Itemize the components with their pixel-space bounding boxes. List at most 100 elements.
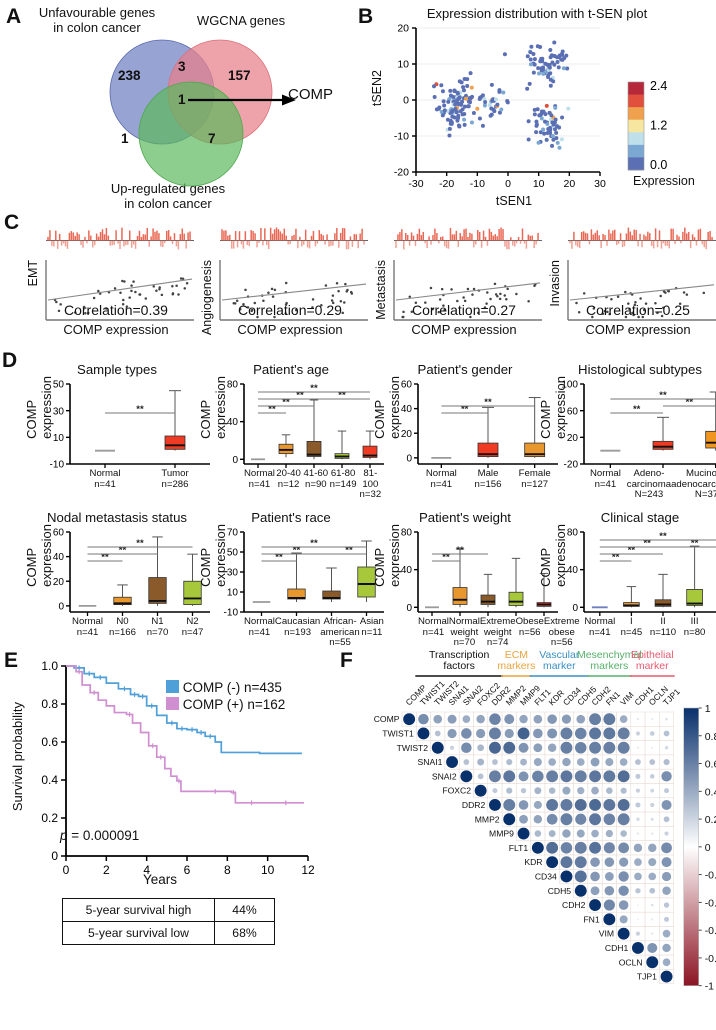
category-count: n=55 — [329, 637, 351, 649]
svg-text:0: 0 — [403, 95, 409, 107]
matrix-cell-circle — [664, 788, 670, 794]
svg-text:6: 6 — [184, 863, 191, 877]
matrix-cell-circle — [636, 817, 640, 821]
matrix-cell-circle — [661, 857, 672, 868]
matrix-cell-circle — [562, 829, 571, 838]
matrix-cell-circle — [503, 813, 516, 826]
matrix-cell-circle — [576, 714, 586, 724]
svg-text:0.4: 0.4 — [41, 773, 58, 787]
category-label: Normal — [89, 468, 121, 479]
svg-text:0: 0 — [406, 603, 412, 614]
significance-mark: ** — [293, 545, 301, 556]
venn-diagram — [109, 39, 273, 187]
category-count: n=80 — [683, 626, 706, 638]
matrix-cell-circle — [589, 813, 601, 826]
panel-a-letter: A — [6, 5, 22, 28]
matrix-cell-circle — [463, 759, 470, 765]
svg-text:40: 40 — [401, 565, 413, 576]
matrix-cell-circle — [534, 830, 542, 837]
legend-label-comp-positive: COMP (+) n=162 — [182, 697, 286, 712]
matrix-cell-circle — [617, 741, 630, 754]
matrix-cell-circle — [649, 887, 656, 894]
panel-e-pvalue: p = 0.000091 — [60, 828, 139, 843]
matrix-cell-circle — [489, 741, 501, 754]
matrix-cell-circle — [506, 758, 513, 766]
panel-c-xlabel: COMP expression — [63, 322, 169, 337]
matrix-group-header: Transcription factors — [429, 649, 490, 673]
significance-mark: ** — [456, 545, 464, 556]
colorbar-tick-label: 0.6 — [705, 759, 716, 771]
matrix-cell-circle — [603, 713, 616, 726]
matrix-cell-circle — [492, 759, 498, 765]
boxplot-chart: Patient's race COMP expression -10 10 30 50 70… — [198, 510, 384, 648]
svg-text:30: 30 — [594, 178, 606, 190]
svg-text:-30: -30 — [408, 178, 423, 190]
svg-text:0.8: 0.8 — [41, 697, 58, 711]
matrix-row-label: TWIST1 — [382, 728, 414, 738]
boxplot-category-labels: Normal n=41 N0 n=166 N1 n=70 N2 n=47 — [70, 616, 210, 638]
matrix-cell-circle — [664, 831, 669, 836]
category-label: Asian — [359, 616, 384, 627]
matrix-cell-circle — [533, 743, 543, 753]
colorbar-tick-label: 0 — [705, 842, 711, 854]
matrix-cell-circle — [519, 814, 528, 824]
significance-mark: ** — [338, 390, 346, 401]
category-count: n=11 — [361, 626, 383, 638]
category-label: N0 — [116, 616, 129, 627]
matrix-cell-circle — [589, 770, 601, 783]
matrix-cell-circle — [617, 813, 630, 826]
matrix-cell-circle — [665, 717, 668, 721]
category-label: Normal — [72, 616, 103, 627]
table-row: 5-year survival low 68% — [62, 921, 275, 945]
matrix-cell-circle — [649, 731, 655, 736]
svg-text:-20: -20 — [394, 167, 409, 179]
boxplot-category: II n=110 — [647, 616, 679, 638]
svg-text:12: 12 — [301, 863, 315, 877]
matrix-cell-circle — [648, 843, 657, 853]
matrix-cell-circle — [604, 857, 615, 867]
matrix-cell-circle — [635, 888, 641, 894]
category-label: Normal — [244, 468, 275, 479]
matrix-cell-circle — [431, 741, 444, 754]
svg-text:2: 2 — [103, 863, 110, 877]
svg-text:70: 70 — [227, 528, 239, 539]
svg-text:1.0: 1.0 — [41, 659, 58, 673]
survival-curve-comp-positive — [66, 665, 304, 804]
colorbar-tick-label: -0.2 — [705, 870, 716, 882]
boxplot-category: N1 n=70 — [140, 616, 175, 638]
correlation-scatter — [45, 227, 194, 321]
category-count: n=166 — [109, 626, 136, 638]
correlation-value: Correlation=0.39 — [64, 302, 168, 318]
matrix-cell-circle — [589, 713, 601, 726]
boxplot-category: Normal n=41 — [244, 468, 275, 501]
matrix-cell-circle — [635, 788, 641, 793]
matrix-row-label: CDH5 — [548, 886, 572, 896]
matrix-cell-circle — [560, 727, 573, 740]
boxplot-category: N0 n=166 — [105, 616, 140, 638]
venn-label-green: Up-regulated genes in colon cancer — [110, 181, 226, 211]
matrix-cell-circle — [560, 842, 573, 854]
category-label: Extreme weight — [479, 616, 516, 638]
svg-text:10: 10 — [53, 433, 65, 444]
panel-c-xlabel: COMP expression — [237, 322, 343, 337]
svg-text:0: 0 — [58, 601, 64, 612]
panel-e-ylabel: Survival probability — [10, 702, 25, 812]
boxplot-category: Normal n=41 — [70, 616, 105, 638]
matrix-cell-circle — [574, 841, 587, 854]
venn-count-red-only: 157 — [228, 68, 251, 83]
matrix-row-label: TWIST2 — [397, 743, 429, 753]
boxplot-category-labels: Normal n=41 Caucasian n=193 African-american… — [244, 616, 384, 649]
matrix-cell-circle — [562, 786, 571, 795]
matrix-cell-circle — [546, 799, 559, 811]
panel-c-xlabel: COMP expression — [585, 322, 691, 337]
colorbar-tick-label: -0.4 — [705, 897, 716, 909]
category-count: n=45 — [620, 626, 643, 638]
matrix-cell-circle — [577, 787, 585, 795]
svg-text:10: 10 — [533, 178, 545, 190]
matrix-cell-circle — [603, 799, 616, 811]
matrix-cell-circle — [634, 858, 642, 866]
boxplot-category: African-american n=55 — [320, 616, 359, 649]
matrix-cell-circle — [461, 728, 472, 739]
matrix-cell-circle — [547, 714, 557, 724]
matrix-cell-circle — [618, 900, 629, 910]
